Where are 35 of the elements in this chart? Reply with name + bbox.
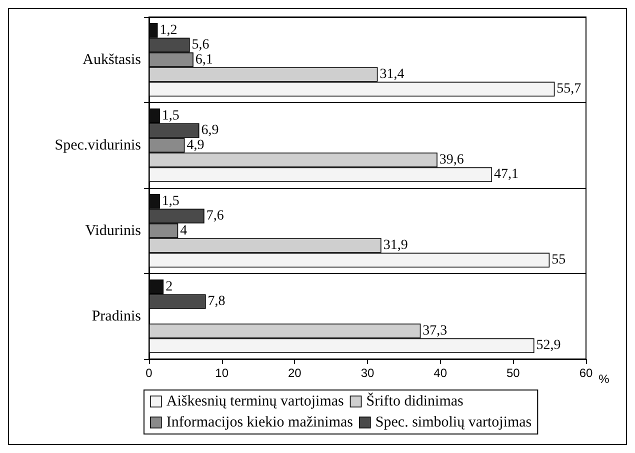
data-label: 55 <box>552 252 566 268</box>
data-label: 7,8 <box>208 294 226 310</box>
x-tick-label: 60 <box>579 366 593 380</box>
data-label: 4,9 <box>186 138 204 153</box>
data-label: 31,4 <box>380 66 404 82</box>
x-tick-label: 50 <box>506 366 520 380</box>
data-label: 1,5 <box>162 194 180 209</box>
data-label: 7,6 <box>206 208 224 224</box>
legend-label: Šrifto didinimas <box>366 392 464 410</box>
data-label: 47,1 <box>494 167 519 182</box>
data-label: 4 <box>180 223 188 238</box>
data-label: 37,3 <box>422 323 448 338</box>
x-tick-label: 0 <box>146 366 153 380</box>
x-tick-label: 40 <box>434 366 448 380</box>
y-tick-label: Aukštasis <box>82 52 142 68</box>
y-tick-label: Pradinis <box>92 308 142 324</box>
data-label: 52,9 <box>536 338 561 354</box>
x-axis-title: % <box>598 372 610 386</box>
data-label: 1,2 <box>160 22 178 38</box>
x-tick-label: 10 <box>215 366 229 380</box>
data-label: 6,1 <box>195 52 213 68</box>
y-tick-label: Spec.vidurinis <box>54 137 142 154</box>
y-tick-label: Vidurinis <box>85 222 142 239</box>
legend-label: Aiškesnių terminų vartojimas <box>166 394 344 410</box>
data-label: 6,9 <box>201 123 219 138</box>
x-tick-label: 30 <box>360 366 374 380</box>
data-label: 39,6 <box>439 152 464 168</box>
data-label: 55,7 <box>556 82 582 97</box>
data-label: 2 <box>166 279 173 294</box>
data-label: 31,9 <box>383 238 408 253</box>
x-tick-label: 20 <box>288 366 302 380</box>
legend-label: Spec. simbolių vartojimas <box>375 414 532 430</box>
data-label: 5,6 <box>192 38 210 53</box>
legend-label: Informacijos kiekio mažinimas <box>166 414 354 430</box>
data-label: 1,5 <box>162 108 180 124</box>
